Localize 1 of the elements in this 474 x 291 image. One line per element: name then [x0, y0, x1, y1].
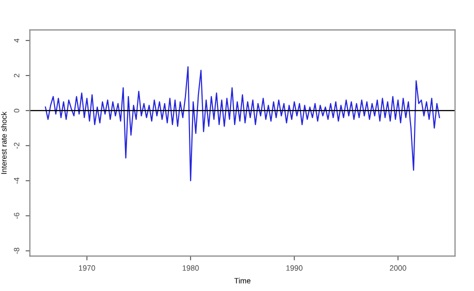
line-series: [44, 66, 440, 182]
